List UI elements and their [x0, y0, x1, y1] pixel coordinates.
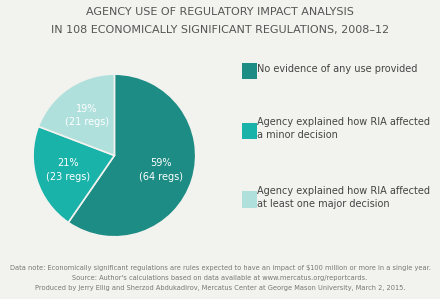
Text: Data note: Economically significant regulations are rules expected to have an im: Data note: Economically significant regu… [10, 265, 430, 271]
Text: Produced by Jerry Ellig and Sherzod Abdukadirov, Mercatus Center at George Mason: Produced by Jerry Ellig and Sherzod Abdu… [35, 285, 405, 291]
Text: 21%
(23 regs): 21% (23 regs) [46, 158, 90, 181]
Text: Source: Author's calculations based on data available at www.mercatus.org/report: Source: Author's calculations based on d… [72, 275, 368, 281]
Text: 59%
(64 regs): 59% (64 regs) [139, 158, 183, 181]
Text: Agency explained how RIA affected
at least one major decision: Agency explained how RIA affected at lea… [257, 186, 430, 209]
Text: AGENCY USE OF REGULATORY IMPACT ANALYSIS: AGENCY USE OF REGULATORY IMPACT ANALYSIS [86, 7, 354, 17]
Wedge shape [38, 74, 114, 155]
Wedge shape [33, 126, 114, 222]
Wedge shape [68, 74, 196, 237]
Text: Agency explained how RIA affected
a minor decision: Agency explained how RIA affected a mino… [257, 117, 430, 140]
Text: 19%
(21 regs): 19% (21 regs) [65, 104, 109, 127]
Text: No evidence of any use provided: No evidence of any use provided [257, 64, 418, 74]
Text: IN 108 ECONOMICALLY SIGNIFICANT REGULATIONS, 2008–12: IN 108 ECONOMICALLY SIGNIFICANT REGULATI… [51, 25, 389, 35]
